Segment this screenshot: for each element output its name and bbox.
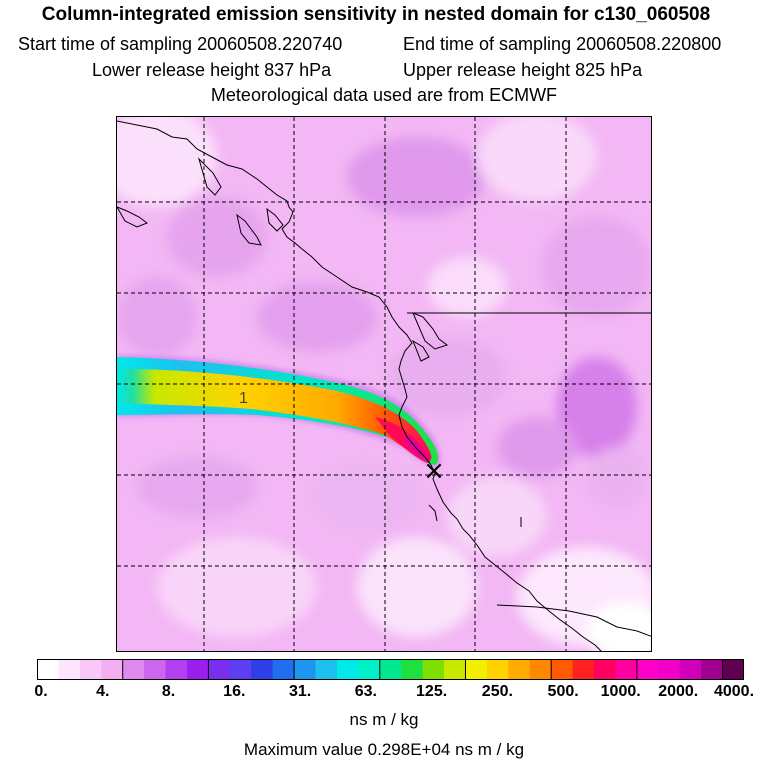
colorbar-swatch (444, 659, 466, 680)
colorbar-swatch (636, 659, 659, 680)
colorbar-swatch (572, 659, 595, 680)
colorbar-swatch (144, 659, 167, 680)
colorbar-swatch (37, 659, 59, 680)
colorbar-swatch (379, 659, 402, 680)
colorbar-swatch (615, 659, 638, 680)
maximum-value-label: Maximum value 0.298E+04 ns m / kg (243, 740, 525, 759)
colorbar-swatch (336, 659, 359, 680)
colorbar-swatch (315, 659, 338, 680)
colorbar-swatch (401, 659, 424, 680)
lat-lon-grid (117, 117, 651, 651)
colorbar-swatch (551, 659, 574, 680)
release-point-marker: × (423, 456, 445, 486)
colorbar-swatch (165, 659, 188, 680)
colorbar-units: ns m / kg (349, 710, 419, 729)
colorbar-swatch (422, 659, 445, 680)
sampling-end-label: End time of sampling 20060508.220800 (403, 34, 722, 54)
background-mottle (117, 117, 651, 651)
colorbar-tick-label: 16. (223, 683, 246, 700)
colorbar-swatch (508, 659, 531, 680)
colorbar-swatch (658, 659, 681, 680)
colorbar-swatch (529, 659, 552, 680)
colorbar-swatch (122, 659, 145, 680)
contour-label: 1 (239, 390, 248, 407)
colorbar-swatch (208, 659, 231, 680)
colorbar (37, 659, 744, 680)
colorbar-swatch (465, 659, 488, 680)
colorbar-swatch (186, 659, 209, 680)
colorbar-swatch (101, 659, 124, 680)
colorbar-tick-label: 125. (416, 683, 448, 700)
colorbar-swatch (251, 659, 274, 680)
colorbar-tick-label: 2000. (658, 683, 699, 700)
upper-release-label: Upper release height 825 hPa (403, 60, 643, 80)
met-data-label: Meteorological data used are from ECMWF (210, 85, 558, 105)
colorbar-tick-label: 31. (288, 683, 312, 700)
sampling-start-label: Start time of sampling 20060508.220740 (18, 34, 343, 54)
colorbar-border (37, 659, 744, 680)
colorbar-tick-label: 500. (547, 683, 579, 700)
colorbar-tick-label: 0. (34, 683, 48, 700)
colorbar-swatch (358, 659, 381, 680)
colorbar-swatch (272, 659, 295, 680)
coastlines (117, 120, 651, 651)
colorbar-swatch (722, 659, 744, 680)
colorbar-swatch (701, 659, 724, 680)
colorbar-tick-label: 4. (96, 683, 110, 700)
map-panel: 1 × (116, 116, 652, 652)
colorbar-swatch (679, 659, 702, 680)
colorbar-tick-label: 4000. (713, 683, 755, 700)
colorbar-swatch (594, 659, 616, 680)
colorbar-swatch (58, 659, 81, 680)
plot-title: Column-integrated emission sensitivity i… (41, 4, 711, 25)
colorbar-tick-label: 1000. (600, 683, 641, 700)
colorbar-swatch (229, 659, 252, 680)
colorbar-swatch (79, 659, 102, 680)
colorbar-swatch (294, 659, 317, 680)
colorbar-tick-label: 63. (354, 683, 377, 700)
colorbar-tick-label: 250. (481, 683, 513, 700)
colorbar-tick-label: 8. (161, 683, 176, 700)
sensitivity-map: 1 × (117, 117, 651, 651)
lower-release-label: Lower release height 837 hPa (92, 60, 332, 80)
colorbar-swatch (486, 659, 509, 680)
